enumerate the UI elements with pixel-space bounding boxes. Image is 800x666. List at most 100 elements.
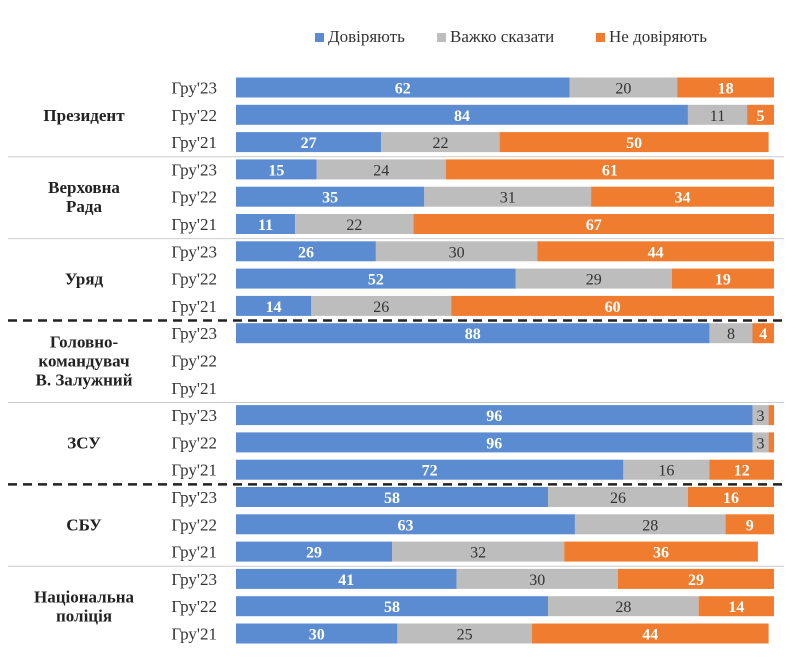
bar-value-label: 8 <box>727 326 735 343</box>
bar-segment-trust <box>236 159 317 180</box>
bar-segment-trust <box>236 268 516 289</box>
bar-segment-distrust <box>768 432 774 453</box>
chart-legend: Довіряють Важко сказати Не довіряють <box>315 27 707 46</box>
bar-segment-trust <box>236 323 710 344</box>
bar-value-label: 96 <box>486 408 502 425</box>
bar-segment-hard-to-say <box>709 323 753 344</box>
bar-segment-distrust <box>747 104 774 125</box>
group-label: ЗСУ <box>67 433 101 452</box>
bar-value-label: 29 <box>586 272 602 289</box>
bar-segment-hard-to-say <box>569 77 678 98</box>
group-label: Президент <box>43 106 125 125</box>
bar-segment-distrust <box>537 241 774 262</box>
bar-value-label: 50 <box>626 135 642 152</box>
bar-value-label: 4 <box>759 326 767 343</box>
period-label: Гру'22 <box>171 515 217 534</box>
bar-value-label: 62 <box>395 81 411 98</box>
bar-value-label: 58 <box>384 599 400 616</box>
period-label: Гру'21 <box>171 461 217 480</box>
legend-swatch-3 <box>596 33 605 42</box>
bar-segment-hard-to-say <box>752 405 769 426</box>
bar-value-label: 88 <box>465 326 481 343</box>
group-label: Верховна <box>48 178 120 197</box>
period-label: Гру'22 <box>171 352 217 371</box>
period-label: Гру'21 <box>171 133 217 152</box>
bar-value-label: 18 <box>718 81 734 98</box>
group-label: Головно- <box>50 333 119 352</box>
group-label: Рада <box>66 197 102 216</box>
bar-segment-distrust <box>499 132 769 153</box>
legend-label-3: Не довіряють <box>609 27 707 46</box>
bar-value-label: 44 <box>642 627 658 644</box>
bar-segment-hard-to-say <box>515 268 672 289</box>
period-label: Гру'21 <box>171 215 217 234</box>
bar-value-label: 16 <box>658 463 674 480</box>
bar-value-label: 52 <box>368 272 384 289</box>
bar-segment-trust <box>236 77 570 98</box>
bar-segment-distrust <box>752 323 774 344</box>
bar-value-label: 22 <box>432 135 448 152</box>
bar-value-label: 19 <box>715 272 731 289</box>
bar-segment-hard-to-say <box>397 623 532 644</box>
bar-segment-trust <box>236 214 296 234</box>
legend-label-1: Довіряють <box>328 27 405 46</box>
bar-value-label: 26 <box>373 299 389 316</box>
bar-value-label: 16 <box>723 490 739 507</box>
bar-segment-distrust <box>687 487 774 507</box>
bar-value-label: 24 <box>373 162 389 179</box>
bar-value-label: 96 <box>486 435 502 452</box>
bar-value-label: 3 <box>757 435 765 452</box>
bar-value-label: 29 <box>688 572 704 589</box>
bar-segment-hard-to-say <box>574 514 726 535</box>
bar-value-label: 60 <box>605 299 621 316</box>
bar-segment-hard-to-say <box>311 295 452 316</box>
period-label: Гру'21 <box>171 379 217 398</box>
bar-segment-distrust <box>617 568 774 589</box>
period-label: Гру'22 <box>171 106 217 125</box>
bar-value-label: 11 <box>258 217 273 234</box>
period-label: Гру'22 <box>171 188 217 207</box>
group-label: Національна <box>34 588 135 607</box>
bar-segment-distrust <box>564 541 758 562</box>
bar-value-label: 26 <box>298 244 314 261</box>
period-label: Гру'22 <box>171 597 217 616</box>
bar-segment-distrust <box>671 268 774 289</box>
bar-segment-hard-to-say <box>687 104 748 125</box>
bar-value-label: 9 <box>746 517 754 534</box>
bar-segment-distrust <box>451 295 774 316</box>
period-label: Гру'21 <box>171 625 217 644</box>
bar-segment-trust <box>236 405 753 426</box>
bar-value-label: 15 <box>268 162 284 179</box>
bar-segment-trust <box>236 186 425 207</box>
bar-segment-hard-to-say <box>548 596 699 617</box>
period-label: Гру'22 <box>171 270 217 289</box>
bar-segment-hard-to-say <box>295 214 414 234</box>
bar-segment-distrust <box>709 459 774 480</box>
bar-value-label: 3 <box>757 408 765 425</box>
bar-value-label: 32 <box>470 545 486 562</box>
period-label: Гру'23 <box>171 79 217 98</box>
bar-value-label: 30 <box>529 572 545 589</box>
bar-segment-trust <box>236 132 382 153</box>
bar-value-label: 14 <box>728 599 744 616</box>
bar-segment-trust <box>236 295 312 316</box>
bar-segment-hard-to-say <box>392 541 565 562</box>
bar-segment-trust <box>236 459 624 480</box>
bar-segment-distrust <box>677 77 774 98</box>
bar-segment-trust <box>236 596 549 617</box>
bar-segment-hard-to-say <box>375 241 538 262</box>
group-label: В. Залужний <box>36 371 133 390</box>
bar-segment-hard-to-say <box>381 132 500 153</box>
bar-value-label: 22 <box>346 217 362 234</box>
bar-segment-trust <box>236 568 457 589</box>
bar-value-label: 34 <box>675 190 691 207</box>
legend-swatch-1 <box>315 33 324 42</box>
bar-value-label: 28 <box>642 517 658 534</box>
bar-value-label: 58 <box>384 490 400 507</box>
bar-value-label: 25 <box>457 627 473 644</box>
bar-segment-distrust <box>531 623 769 644</box>
bar-segment-hard-to-say <box>456 568 618 589</box>
bar-segment-trust <box>236 541 393 562</box>
period-label: Гру'23 <box>171 406 217 425</box>
